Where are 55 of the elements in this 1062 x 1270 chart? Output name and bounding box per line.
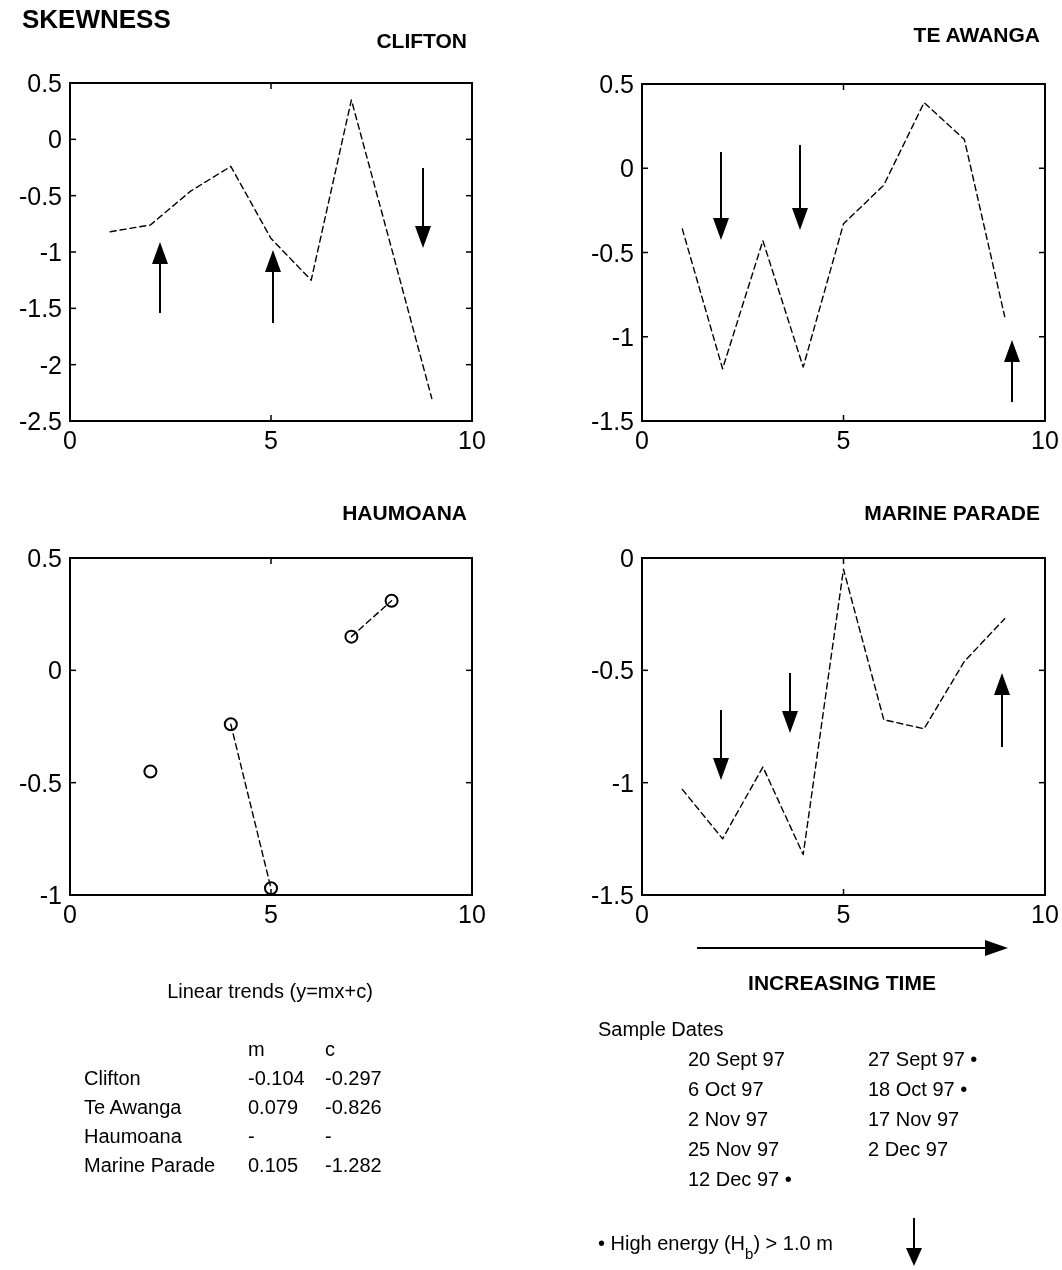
chart-title: HAUMOANA (342, 501, 467, 524)
text: 6 Oct 97 18 Oct 97 • (688, 1078, 968, 1100)
text: 2 Nov 97 17 Nov 97 (688, 1108, 960, 1130)
text: Haumoana - - (84, 1125, 332, 1147)
chart-title: TE AWANGA (913, 23, 1040, 46)
text: • High energy (H$_{b}$) > 1.0 m (598, 1232, 833, 1262)
text: 12 Dec 97 • (688, 1168, 792, 1190)
point (384, 593, 399, 608)
y-tick-label: -1.5 (18, 294, 62, 323)
y-tick-label: -0.5 (590, 238, 634, 267)
y-tick-label: -1 (39, 238, 62, 266)
x-tick-label: 10 (1031, 426, 1059, 454)
text: Clifton -0.104 -0.297 (84, 1067, 382, 1089)
text: 25 Nov 97 2 Dec 97 (688, 1138, 949, 1160)
y-tick-label: -0.5 (590, 656, 634, 685)
text: Marine Parade 0.105 -1.282 (84, 1154, 382, 1176)
y-tick-label: -0.5 (18, 181, 62, 210)
y-tick-label: -1 (39, 881, 62, 909)
x-tick-label: 5 (836, 900, 851, 928)
y-tick-label: 0 (620, 154, 634, 183)
text: INCREASING TIME (748, 971, 936, 994)
x-tick-label: 5 (264, 426, 278, 454)
y-tick-label: -1.5 (590, 407, 634, 435)
y-tick-label: -1 (611, 322, 634, 351)
y-tick-label: 0.5 (27, 544, 62, 572)
y-tick-label: 0 (48, 125, 62, 154)
x-tick-label: 10 (1031, 900, 1059, 928)
y-tick-label: -1.5 (590, 881, 634, 909)
y-axis-title: SKEWNESS (22, 4, 171, 34)
text: Sample Dates (598, 1018, 724, 1040)
text: m c (248, 1038, 335, 1060)
y-tick-label: -2.5 (18, 407, 62, 435)
point (344, 629, 359, 644)
y-tick-label: 0 (48, 656, 62, 685)
y-tick-label: 0.5 (27, 69, 62, 97)
y-tick-label: -1 (611, 768, 634, 797)
chart-title: CLIFTON (376, 29, 467, 52)
x-tick-label: 10 (458, 900, 486, 928)
y-tick-label: 0 (620, 544, 634, 572)
y-tick-label: -2 (39, 350, 62, 379)
chart-title: MARINE PARADE (864, 501, 1040, 524)
text: Te Awanga 0.079 -0.826 (84, 1096, 382, 1118)
text: 20 Sept 97 27 Sept 97 • (688, 1048, 978, 1070)
y-tick-label: 0.5 (599, 70, 634, 98)
line-series (681, 568, 1006, 856)
y-tick-label: -0.5 (18, 768, 62, 797)
x-tick-label: 10 (458, 426, 486, 454)
point (223, 717, 238, 732)
text: Linear trends (y=mx+c) (167, 980, 373, 1002)
line-series (109, 99, 433, 400)
point (264, 881, 278, 896)
line-series (681, 101, 1006, 370)
x-tick-label: 5 (836, 426, 851, 454)
point (143, 764, 158, 779)
x-tick-label: 5 (264, 900, 278, 928)
